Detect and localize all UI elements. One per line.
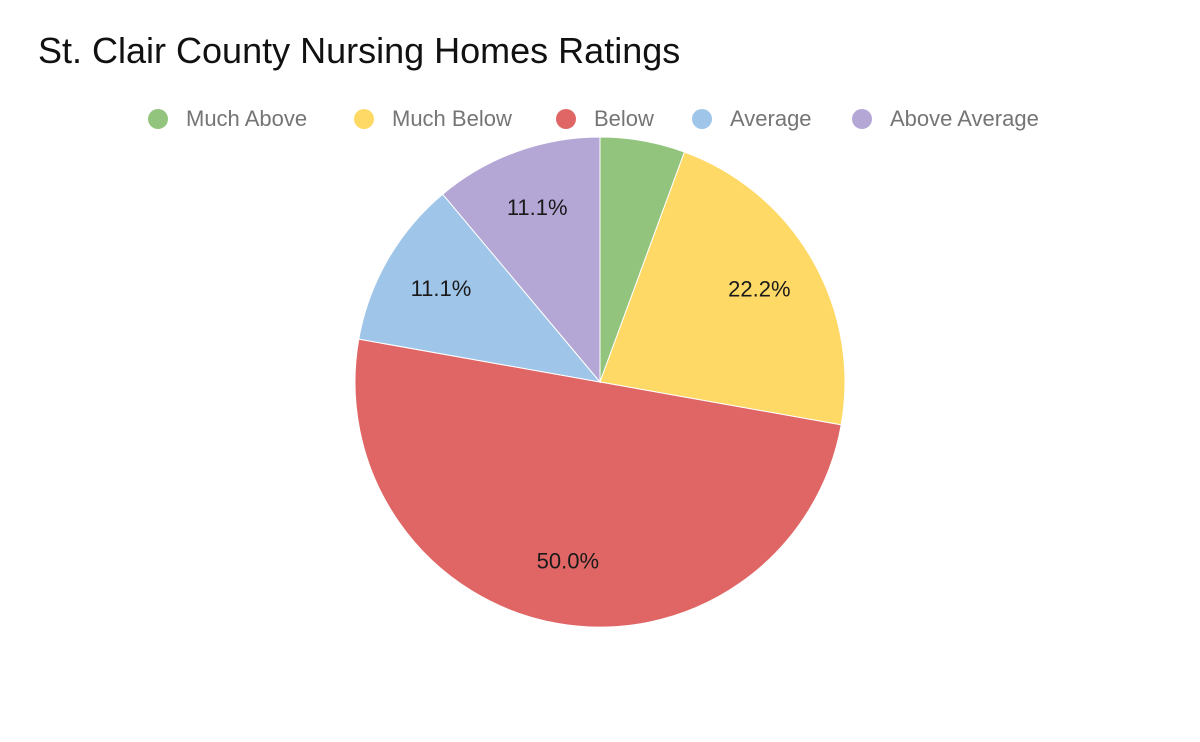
pie-slices xyxy=(354,136,846,628)
legend-swatch xyxy=(148,109,168,129)
legend: Much Above Much Below Below Average Above Av… xyxy=(0,103,1200,135)
pie-slice xyxy=(441,136,601,384)
pie-slice xyxy=(358,193,602,383)
legend-item: Below xyxy=(556,103,654,135)
chart-title: St. Clair County Nursing Homes Ratings xyxy=(38,30,681,71)
pie-slice-labels: 22.2% 50.0% 11.1% 11.1% xyxy=(411,195,791,574)
slice-data-label: 22.2% xyxy=(728,276,790,301)
legend-swatch xyxy=(354,109,374,129)
slice-data-label: 50.0% xyxy=(537,549,599,574)
legend-item: Above Average xyxy=(852,103,1039,135)
pie-slice xyxy=(599,151,846,426)
legend-label: Below xyxy=(594,106,654,131)
pie-slice xyxy=(354,338,842,628)
legend-label: Much Below xyxy=(392,106,512,131)
legend-item: Much Below xyxy=(354,103,512,135)
legend-item: Much Above xyxy=(148,103,307,135)
legend-label: Average xyxy=(730,106,812,131)
slice-data-label: 11.1% xyxy=(507,195,568,220)
legend-swatch xyxy=(852,109,872,129)
legend-label: Above Average xyxy=(890,106,1039,131)
legend-swatch xyxy=(556,109,576,129)
slice-data-label: 11.1% xyxy=(411,276,472,301)
legend-label: Much Above xyxy=(186,106,308,131)
legend-swatch xyxy=(692,109,712,129)
legend-item: Average xyxy=(692,103,812,135)
